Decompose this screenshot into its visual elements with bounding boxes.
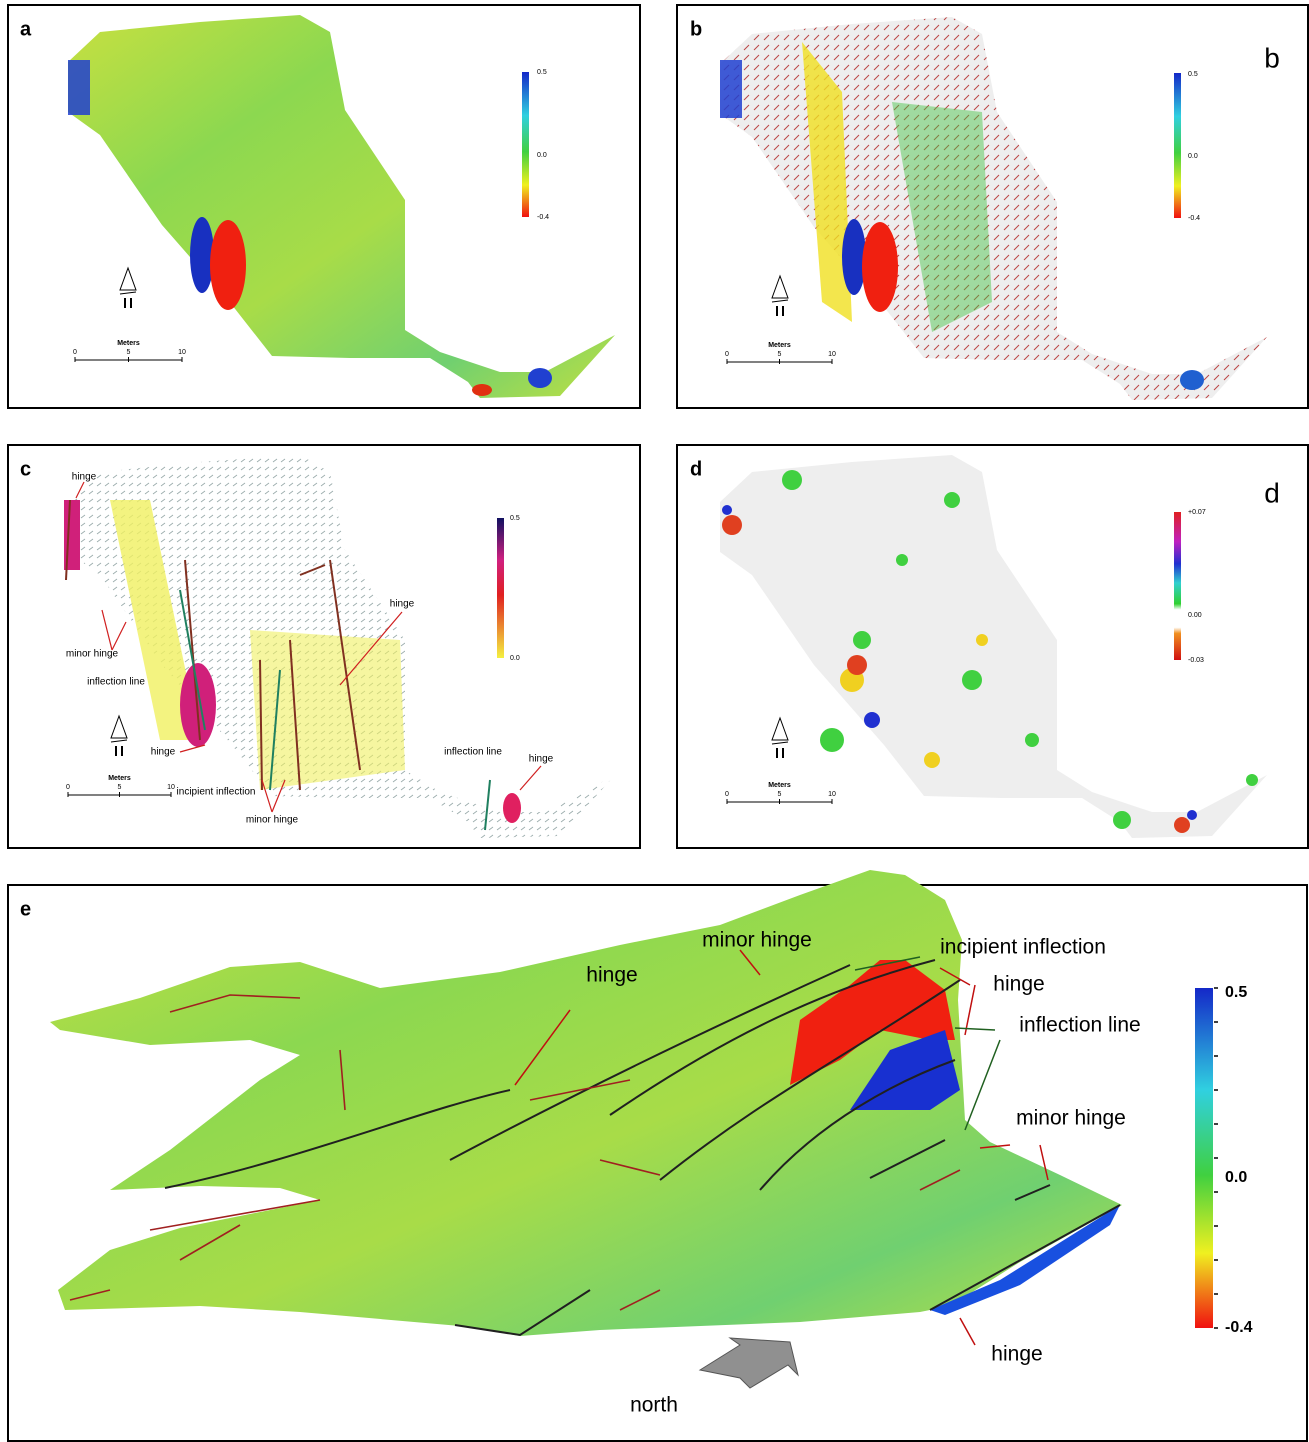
north-symbol: [776, 306, 784, 316]
colorbar-label: 0.5: [537, 69, 547, 76]
colorbar-label: 0.0: [510, 655, 520, 662]
north-symbol: [124, 298, 132, 308]
colorbar: [497, 518, 504, 658]
scale-tick-label: 0: [725, 351, 729, 358]
scale-tick-label: 5: [778, 791, 782, 798]
corner-label: d: [1264, 477, 1280, 508]
scale-tick-label: 10: [828, 791, 836, 798]
panel-label: c: [20, 458, 31, 480]
colorbar-label: 0.5: [510, 515, 520, 522]
scale-tick-label: 10: [828, 351, 836, 358]
annotation: incipient inflection: [940, 936, 1106, 959]
scale-tick-label: 0: [73, 349, 77, 356]
annotation: hinge: [390, 599, 415, 610]
annotation: minor hinge: [702, 929, 812, 952]
scale-tick-label: 0: [725, 791, 729, 798]
panel-label: d: [690, 458, 702, 480]
scale-title: Meters: [108, 775, 131, 782]
annotation: hinge: [991, 1343, 1042, 1366]
panel-label: b: [690, 18, 702, 40]
north-symbol: [110, 714, 128, 743]
scale-tick-label: 0: [66, 784, 70, 791]
annotation: hinge: [586, 964, 637, 987]
panel-frame: [7, 884, 1308, 1442]
scale-tick-label: 5: [118, 784, 122, 791]
north-symbol: [115, 746, 123, 756]
scale-tick-label: 10: [178, 349, 186, 356]
colorbar-label: 0.0: [537, 152, 547, 159]
north-symbol: [119, 266, 137, 295]
arrow-label: north: [630, 1394, 678, 1417]
map-c: [64, 455, 615, 838]
colorbar-label: 0.5: [1188, 71, 1198, 78]
colorbar-label: -0.4: [1188, 215, 1200, 222]
map-a: [68, 15, 615, 398]
colorbar: [522, 72, 529, 217]
annotation: minor hinge: [66, 649, 119, 660]
scale-title: Meters: [117, 340, 140, 347]
panel-frame: [7, 444, 641, 849]
panel-frame: [676, 444, 1309, 849]
colorbar: [1174, 73, 1181, 218]
annotation: hinge: [529, 754, 554, 765]
scale-tick-label: 5: [778, 351, 782, 358]
panel-frame: [676, 4, 1309, 409]
annotation: inflection line: [1019, 1014, 1140, 1037]
annotation: hinge: [993, 973, 1044, 996]
colorbar-label: 0.0: [1225, 1169, 1247, 1186]
colorbar-label: 0.00: [1188, 612, 1202, 619]
colorbar-label: -0.4: [1225, 1319, 1253, 1336]
panel-label: e: [20, 898, 31, 920]
colorbar-label: -0.4: [537, 214, 549, 221]
annotation: incipient inflection: [177, 787, 256, 798]
scale-tick-label: 5: [127, 349, 131, 356]
annotation: minor hinge: [246, 815, 299, 826]
colorbar-label: -0.03: [1188, 657, 1204, 664]
north-symbol: [771, 716, 789, 745]
panel-frame: [7, 4, 641, 409]
colorbar-label: 0.0: [1188, 153, 1198, 160]
annotation: minor hinge: [1016, 1107, 1126, 1130]
map-b: [720, 17, 1267, 400]
map-d: [720, 455, 1267, 838]
colorbar: [1195, 988, 1213, 1328]
annotation: inflection line: [444, 747, 502, 758]
annotation: hinge: [151, 747, 176, 758]
scale-tick-label: 10: [167, 784, 175, 791]
scale-title: Meters: [768, 782, 791, 789]
corner-label: b: [1264, 42, 1280, 73]
panel-label: a: [20, 18, 32, 40]
annotation: hinge: [72, 472, 97, 483]
colorbar-label: 0.5: [1225, 984, 1247, 1001]
north-symbol: [771, 274, 789, 303]
surface-e: [50, 870, 1122, 1389]
annotation: inflection line: [87, 677, 145, 688]
colorbar: [1174, 512, 1181, 660]
colorbar-label: +0.07: [1188, 509, 1206, 516]
north-arrow: [698, 1337, 799, 1389]
scale-title: Meters: [768, 342, 791, 349]
north-symbol: [776, 748, 784, 758]
